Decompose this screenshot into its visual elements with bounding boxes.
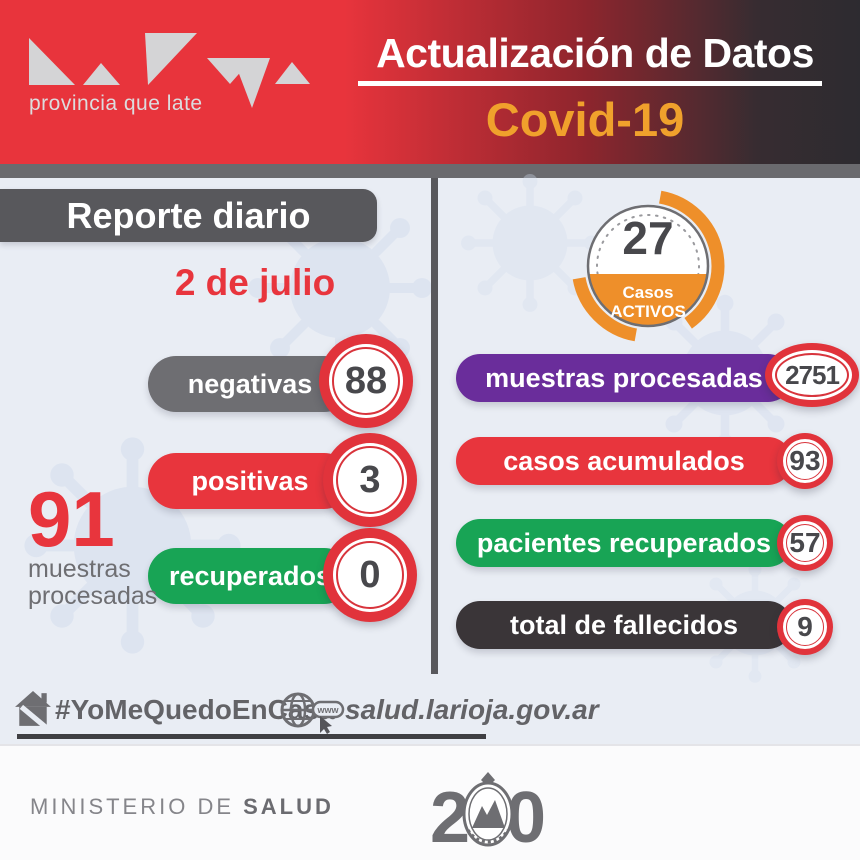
header-title: Actualización de Datos: [376, 30, 814, 76]
samples-label-1: muestras: [28, 555, 131, 584]
links-row: #YoMeQuedoEnCasa www salud.larioja.gov.a…: [0, 686, 860, 734]
stat-badge-recuperados: 0: [323, 528, 417, 622]
brand-tagline: provincia que late: [29, 92, 203, 115]
active-cases-gauge: 27 Casos ACTIVOS: [572, 190, 725, 342]
total-value: 2751: [785, 359, 840, 390]
total-label: casos acumulados: [503, 445, 745, 476]
vertical-divider: [431, 178, 438, 674]
badge-inner: 0: [333, 538, 407, 612]
stat-pill-recuperados: recuperados: [148, 548, 352, 604]
total-value: 93: [789, 445, 821, 476]
report-title-badge: Reporte diario: [0, 189, 377, 242]
footer: MINISTERIO DE SALUD 2 0 GOBIERNO DE LA R…: [0, 744, 860, 860]
samples-label-2: procesadas: [28, 582, 158, 611]
bicentennial-200-logo: 2 0: [430, 772, 546, 858]
www-tag: www: [316, 705, 339, 715]
stat-label: recuperados: [168, 560, 332, 591]
total-label: muestras procesadas: [485, 362, 763, 393]
total-value: 57: [789, 527, 821, 558]
stat-badge-positivas: 3: [323, 433, 417, 527]
stat-value: 0: [359, 553, 381, 596]
total-pill-fallecidos: total de fallecidos: [456, 601, 792, 649]
samples-count: 91: [28, 475, 115, 563]
total-value: 9: [797, 611, 813, 642]
la-rioja-logo: [29, 33, 310, 108]
website-text: salud.larioja.gov.ar: [345, 694, 599, 725]
house-icon: [15, 691, 51, 728]
mountain-emblem: [472, 800, 505, 828]
stat-pill-negativas: negativas: [148, 356, 352, 412]
active-cases-label-1: Casos: [622, 283, 673, 302]
stat-badge-negativas: 88: [319, 334, 413, 428]
ministry-prefix: MINISTERIO DE: [30, 794, 244, 819]
badge-inner: 57: [783, 521, 827, 565]
total-badge-recuperados: 57: [777, 515, 833, 571]
samples-processed-block: 91 muestras procesadas: [28, 475, 158, 611]
badge-inner: 9: [783, 605, 827, 649]
badge-inner: 2751: [772, 350, 852, 400]
stat-value: 3: [359, 458, 381, 501]
active-cases-label-2: ACTIVOS: [610, 302, 686, 321]
total-pill-recuperados: pacientes recuperados: [456, 519, 792, 567]
total-badge-fallecidos: 9: [777, 599, 833, 655]
crown-emblem: [481, 772, 495, 784]
globe-www-icon: www: [280, 692, 345, 734]
active-cases-value: 27: [622, 212, 673, 264]
ministry-text: MINISTERIO DE SALUD: [30, 794, 334, 820]
header-underline: [358, 81, 822, 86]
stat-pill-positivas: positivas: [148, 453, 352, 509]
stat-label: positivas: [191, 465, 309, 496]
header: provincia que late Actualización de Dato…: [0, 0, 860, 164]
report-title: Reporte diario: [66, 194, 311, 236]
stat-value: 88: [344, 359, 388, 402]
badge-inner: 3: [333, 443, 407, 517]
links-underline: [17, 734, 486, 739]
total-pill-muestras: muestras procesadas: [456, 354, 792, 402]
stat-label: negativas: [187, 368, 313, 399]
badge-inner: 93: [783, 439, 827, 483]
header-divider-strip: [0, 164, 860, 178]
total-pill-acumulados: casos acumulados: [456, 437, 792, 485]
header-subtitle: Covid-19: [485, 93, 685, 146]
total-label: pacientes recuperados: [476, 527, 772, 558]
badge-inner: 88: [329, 344, 403, 418]
report-date: 2 de julio: [174, 262, 336, 303]
total-badge-acumulados: 93: [777, 433, 833, 489]
ministry-bold: SALUD: [243, 794, 334, 819]
total-badge-muestras: 2751: [765, 343, 859, 407]
total-label: total de fallecidos: [509, 609, 739, 640]
